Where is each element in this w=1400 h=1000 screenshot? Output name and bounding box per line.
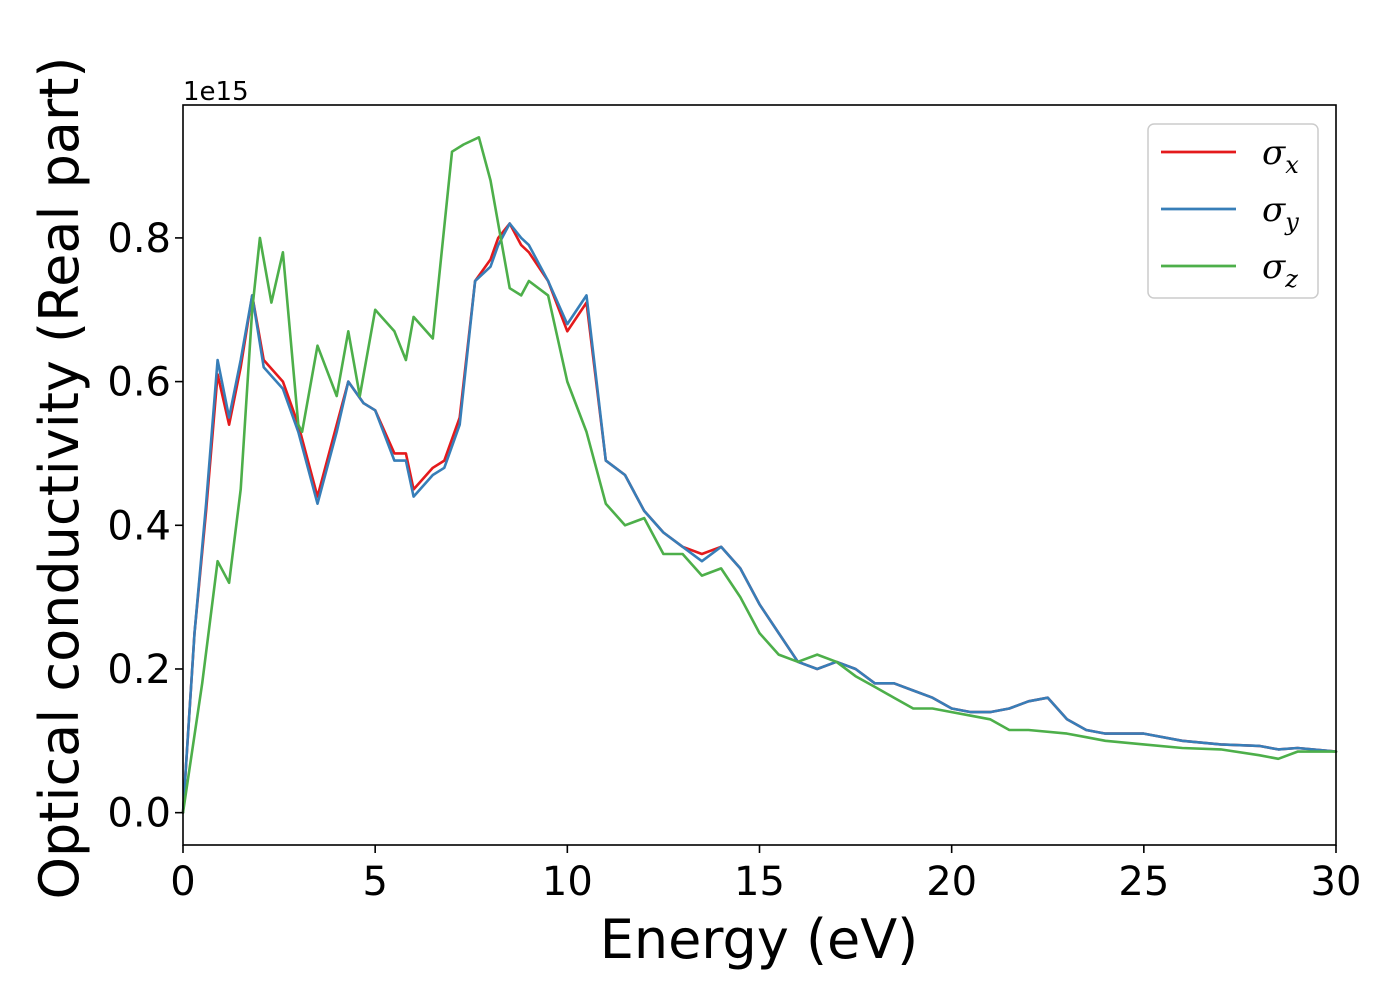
y-tick-label: 0.6	[107, 360, 171, 406]
x-tick-label: 10	[542, 859, 593, 905]
legend-label-subscript: y	[1284, 208, 1299, 236]
x-tick-label: 0	[170, 859, 195, 905]
series-line-y	[181, 222, 1338, 815]
legend-label-y: σy	[1262, 190, 1299, 236]
legend-label-subscript: x	[1285, 151, 1299, 179]
x-axis-ticks: 0 5 10 15 20 25 30	[170, 845, 1361, 905]
x-tick-label: 25	[1118, 859, 1169, 905]
y-tick-label: 0.0	[107, 791, 171, 837]
y-axis-title: Optical conductivity (Real part)	[28, 57, 91, 900]
legend-label-subscript: z	[1284, 265, 1298, 293]
series-line-z	[181, 136, 1338, 815]
y-tick-label: 0.4	[107, 503, 171, 549]
x-axis-title: Energy (eV)	[600, 908, 919, 971]
x-tick-label: 30	[1311, 859, 1362, 905]
legend-label-symbol: σ	[1262, 133, 1286, 173]
y-axis-multiplier: 1e15	[183, 77, 249, 107]
legend-label-symbol: σ	[1262, 247, 1286, 287]
legend-label-symbol: σ	[1262, 190, 1286, 230]
y-tick-label: 0.2	[107, 647, 171, 693]
legend-box	[1147, 123, 1319, 299]
x-tick-label: 15	[734, 859, 785, 905]
y-tick-label: 0.8	[107, 216, 171, 262]
legend-label-x: σx	[1262, 133, 1299, 179]
x-tick-label: 5	[362, 859, 387, 905]
y-axis-ticks: 0.0 0.2 0.4 0.6 0.8	[107, 216, 183, 837]
plot-area	[183, 105, 1336, 845]
legend-label-z: σz	[1262, 247, 1298, 293]
x-tick-label: 20	[926, 859, 977, 905]
series-layer	[181, 136, 1338, 815]
